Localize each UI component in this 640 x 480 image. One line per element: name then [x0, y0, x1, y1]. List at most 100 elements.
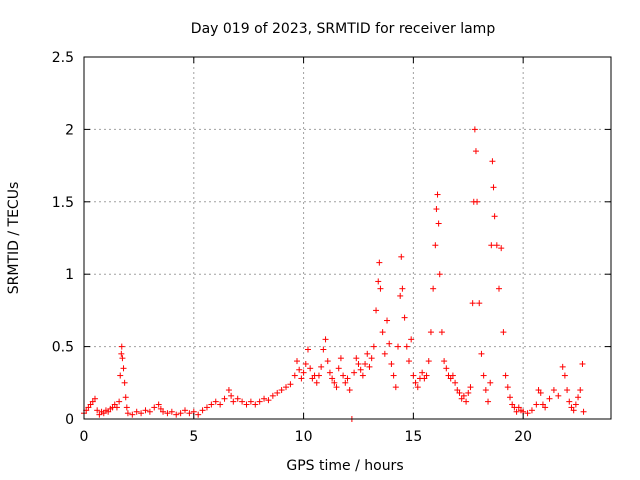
- data-point: [168, 408, 175, 415]
- data-point: [480, 372, 487, 379]
- data-point: [228, 392, 235, 399]
- data-point: [405, 358, 412, 365]
- data-point: [506, 394, 513, 401]
- data-point: [320, 346, 327, 353]
- data-point: [116, 398, 123, 405]
- data-point: [482, 387, 489, 394]
- data-point: [151, 404, 158, 411]
- y-tick-label: 1: [65, 267, 74, 283]
- data-point: [340, 372, 347, 379]
- data-point: [357, 366, 364, 373]
- data-point: [498, 245, 505, 252]
- data-point: [550, 387, 557, 394]
- y-tick-label: 1.5: [52, 195, 74, 211]
- data-point: [572, 401, 579, 408]
- data-point: [456, 389, 463, 396]
- data-point: [408, 336, 415, 343]
- data-point: [430, 285, 437, 292]
- data-point: [559, 363, 566, 370]
- data-point: [239, 398, 246, 405]
- data-point: [493, 242, 500, 249]
- data-point: [313, 379, 320, 386]
- y-tick-label: 0: [65, 412, 74, 428]
- data-point: [410, 372, 417, 379]
- data-point: [438, 329, 445, 336]
- data-point: [296, 366, 303, 373]
- data-point: [278, 387, 285, 394]
- data-point: [489, 158, 496, 165]
- data-point: [113, 404, 120, 411]
- data-point: [293, 358, 300, 365]
- data-point: [412, 379, 419, 386]
- data-point: [472, 148, 479, 155]
- data-point: [234, 395, 241, 402]
- data-point: [433, 206, 440, 213]
- data-point: [91, 395, 98, 402]
- data-point: [441, 358, 448, 365]
- data-point: [443, 365, 450, 372]
- data-point: [381, 350, 388, 357]
- data-point: [337, 355, 344, 362]
- y-axis-title: SRMTID / TECUs: [6, 182, 22, 295]
- data-point: [377, 285, 384, 292]
- data-point: [398, 253, 405, 260]
- data-point: [388, 360, 395, 367]
- data-point: [333, 384, 340, 391]
- data-point: [397, 292, 404, 299]
- data-point: [217, 401, 224, 408]
- data-point: [401, 314, 408, 321]
- data-point: [265, 397, 272, 404]
- data-point: [287, 381, 294, 388]
- y-tick-label: 0.5: [52, 340, 74, 356]
- x-tick-label: 10: [295, 429, 313, 445]
- y-tick-label: 2.5: [52, 50, 74, 66]
- data-point: [142, 407, 149, 414]
- data-point: [221, 395, 228, 402]
- data-point: [199, 407, 206, 414]
- data-point: [524, 410, 531, 417]
- data-point: [419, 369, 426, 376]
- data-point: [133, 408, 140, 415]
- data-point: [123, 404, 130, 411]
- data-point: [487, 379, 494, 386]
- data-point: [564, 387, 571, 394]
- tick-labels: 0 5 10 15 20 0 0.5 1 1.5 2 2.5: [52, 50, 532, 445]
- x-axis-title: GPS time / hours: [286, 458, 403, 474]
- data-point: [414, 384, 421, 391]
- data-point: [300, 369, 307, 376]
- data-point: [370, 343, 377, 350]
- data-point: [366, 363, 373, 370]
- data-point: [155, 401, 162, 408]
- data-point: [375, 278, 382, 285]
- data-point: [304, 346, 311, 353]
- data-point: [425, 358, 432, 365]
- data-point: [467, 384, 474, 391]
- data-point: [324, 358, 331, 365]
- data-point: [243, 401, 250, 408]
- data-point: [298, 375, 305, 382]
- data-point: [537, 389, 544, 396]
- data-point: [379, 329, 386, 336]
- data-point: [129, 411, 136, 418]
- data-point: [580, 408, 587, 415]
- data-point: [566, 398, 573, 405]
- data-point: [117, 372, 124, 379]
- data-point: [160, 408, 167, 415]
- data-point: [427, 329, 434, 336]
- data-point: [364, 350, 371, 357]
- data-point: [460, 392, 467, 399]
- data-point: [465, 389, 472, 396]
- data-point: [579, 360, 586, 367]
- axis-ticks: [83, 56, 611, 420]
- data-point: [392, 384, 399, 391]
- data-point: [463, 398, 470, 405]
- data-point: [570, 407, 577, 414]
- data-point: [322, 336, 329, 343]
- data-point: [331, 379, 338, 386]
- plot-frame: [83, 56, 612, 420]
- data-point: [146, 408, 153, 415]
- data-point: [436, 271, 443, 278]
- data-point: [203, 404, 210, 411]
- data-point: [335, 365, 342, 372]
- data-point: [368, 355, 375, 362]
